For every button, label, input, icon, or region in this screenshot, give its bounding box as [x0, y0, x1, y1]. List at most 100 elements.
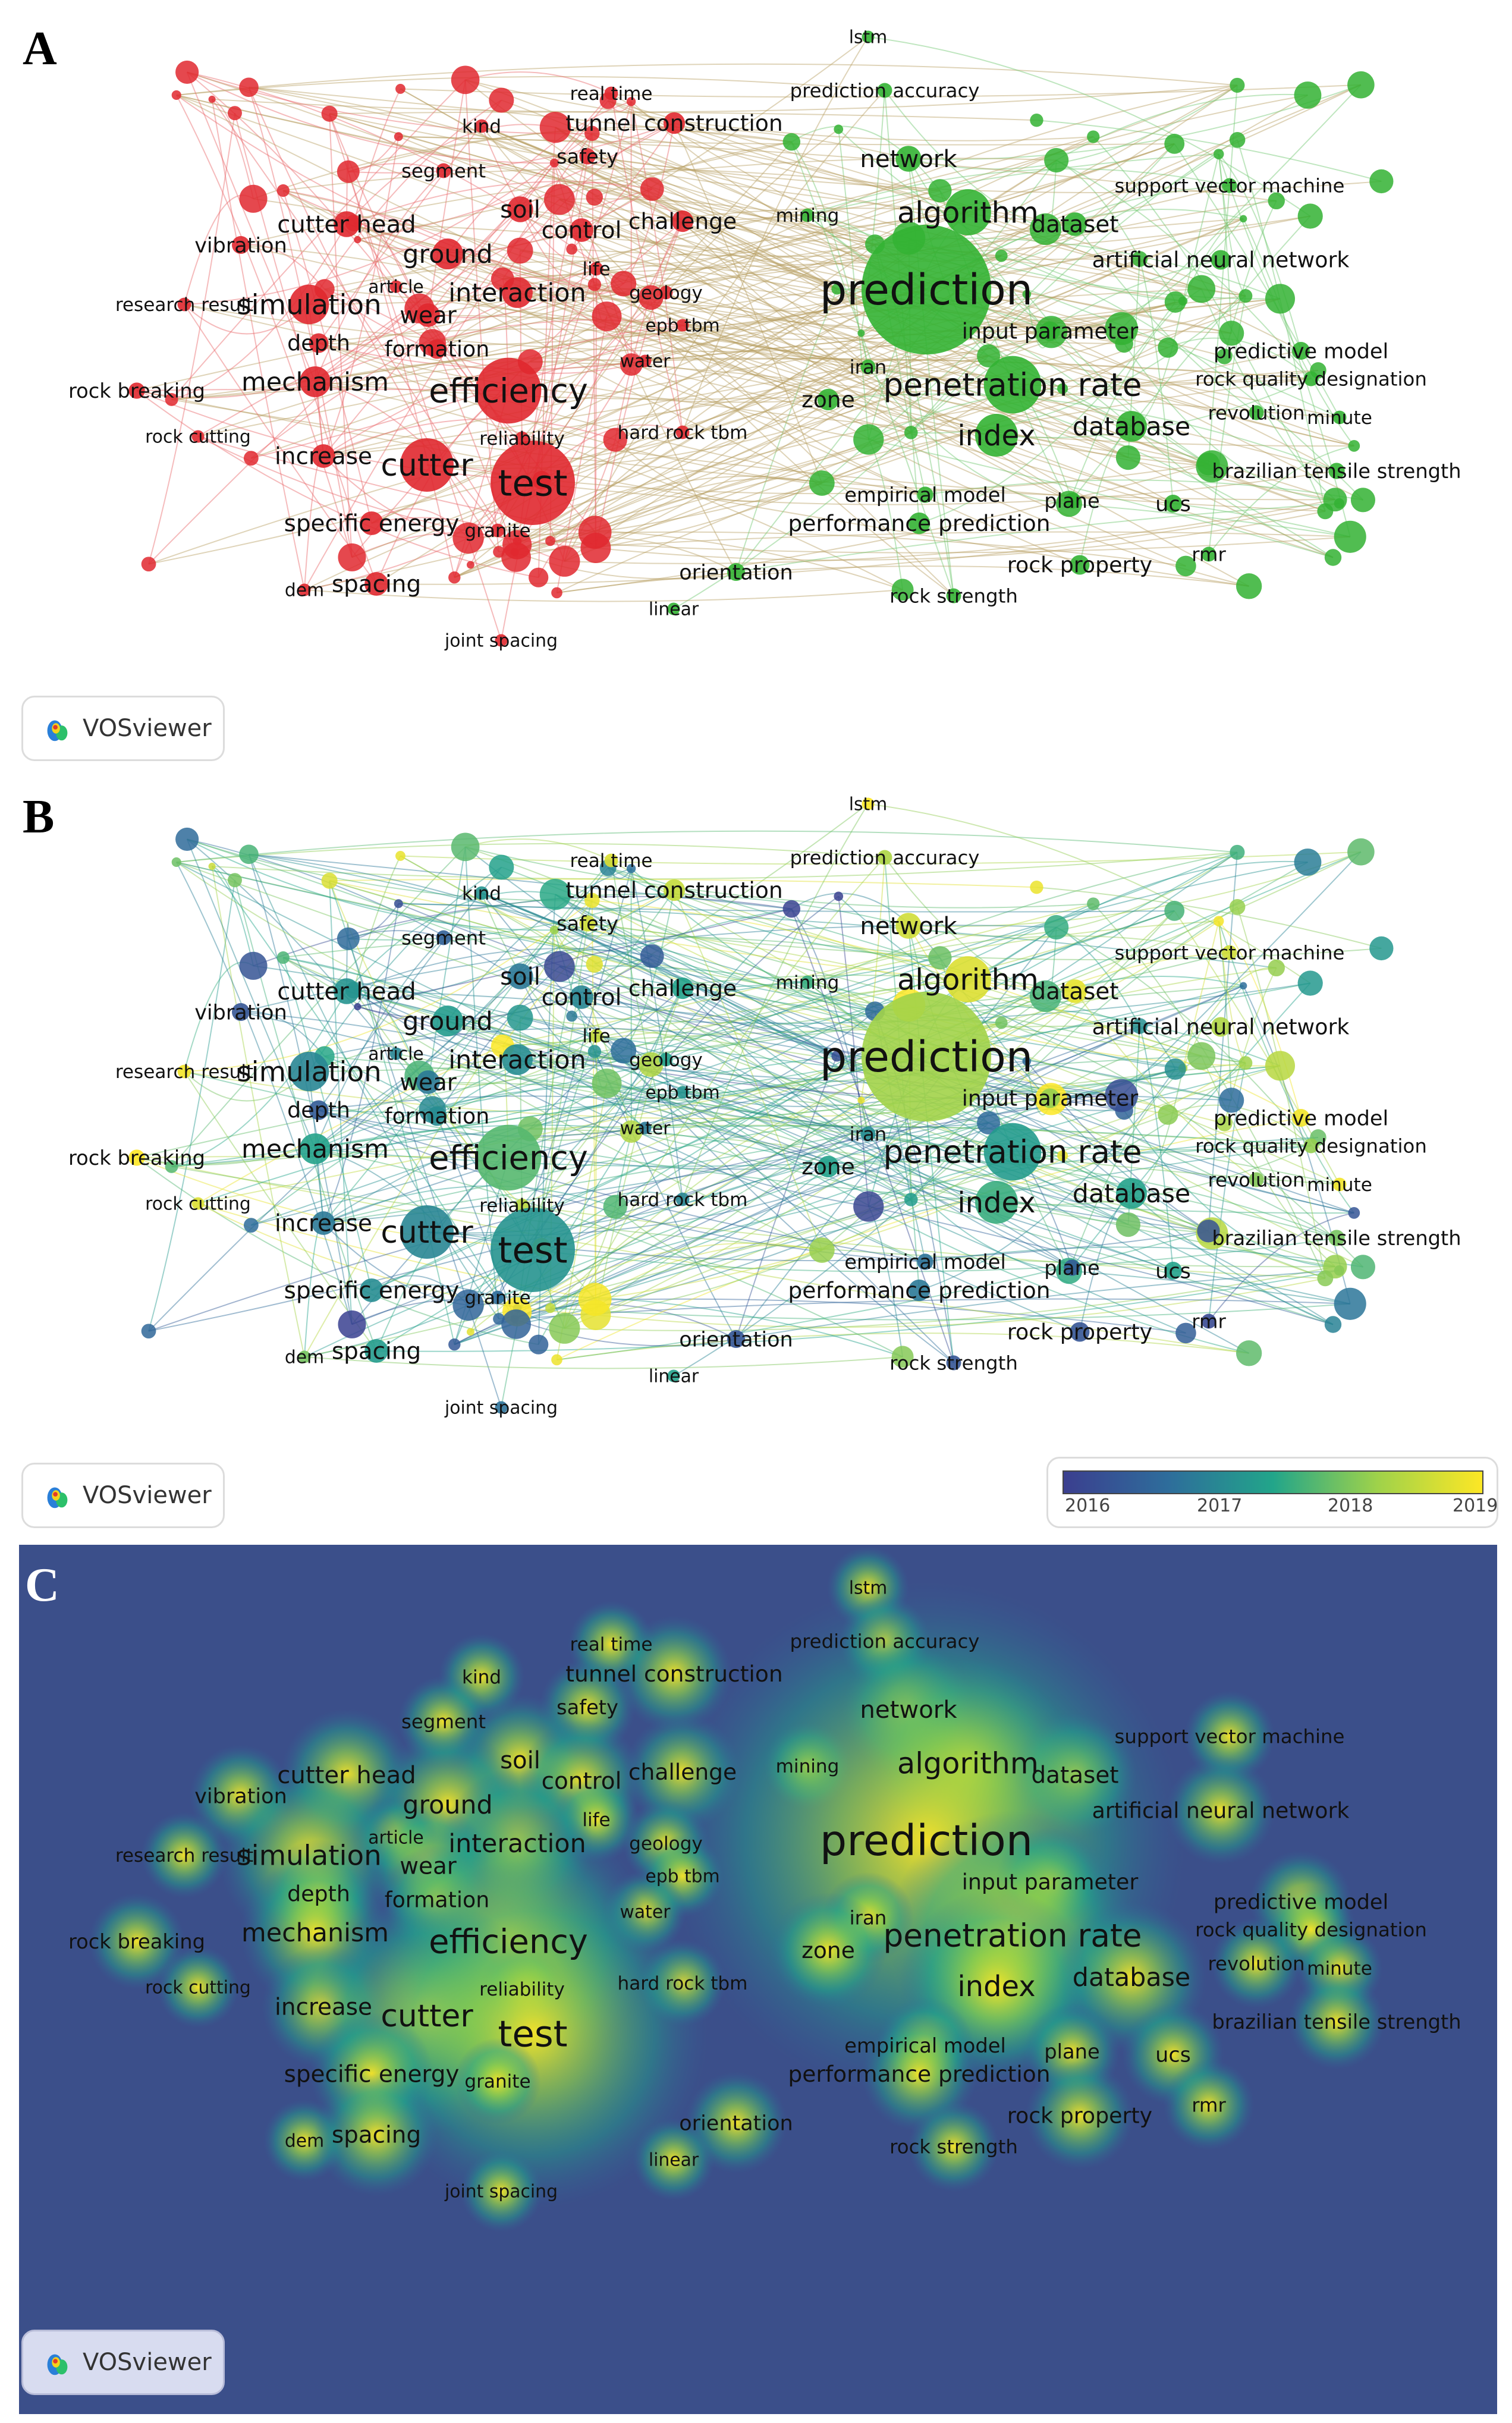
node-unlabeled[interactable]: [1347, 71, 1375, 99]
node-unlabeled[interactable]: [857, 329, 865, 337]
node-unlabeled[interactable]: [549, 546, 580, 577]
node-unlabeled[interactable]: [1369, 169, 1393, 193]
node-unlabeled[interactable]: [904, 1193, 918, 1206]
node-unlabeled[interactable]: [1265, 284, 1295, 313]
node-unlabeled[interactable]: [1230, 78, 1244, 93]
node-unlabeled[interactable]: [579, 516, 612, 549]
node-unlabeled[interactable]: [995, 250, 1008, 262]
node-unlabeled[interactable]: [586, 188, 603, 205]
node-unlabeled[interactable]: [592, 1068, 622, 1098]
node-unlabeled[interactable]: [1334, 1288, 1366, 1320]
node-unlabeled[interactable]: [853, 1191, 884, 1221]
node-unlabeled[interactable]: [467, 1328, 474, 1335]
node-unlabeled[interactable]: [640, 944, 664, 968]
node-unlabeled[interactable]: [529, 568, 548, 587]
node-unlabeled[interactable]: [834, 892, 843, 901]
node-unlabeled[interactable]: [172, 90, 181, 100]
node-unlabeled[interactable]: [1116, 445, 1140, 470]
node-unlabeled[interactable]: [853, 424, 884, 454]
node-unlabeled[interactable]: [172, 857, 181, 867]
node-unlabeled[interactable]: [507, 238, 533, 264]
node-unlabeled[interactable]: [338, 543, 366, 571]
node-unlabeled[interactable]: [586, 956, 603, 972]
node-unlabeled[interactable]: [544, 951, 575, 982]
node-unlabeled[interactable]: [501, 542, 531, 572]
node-unlabeled[interactable]: [1236, 573, 1262, 599]
node-unlabeled[interactable]: [337, 928, 360, 950]
node-unlabeled[interactable]: [489, 854, 514, 879]
node-unlabeled[interactable]: [142, 557, 156, 571]
node-unlabeled[interactable]: [1238, 289, 1252, 303]
node-unlabeled[interactable]: [592, 301, 622, 331]
node-unlabeled[interactable]: [551, 587, 562, 599]
node-unlabeled[interactable]: [228, 106, 242, 120]
node-unlabeled[interactable]: [1351, 488, 1375, 512]
node-unlabeled[interactable]: [1230, 899, 1246, 915]
node-unlabeled[interactable]: [322, 873, 338, 889]
vosviewer-badge-b[interactable]: VOSviewer: [21, 1463, 225, 1528]
node-unlabeled[interactable]: [451, 832, 480, 861]
node-unlabeled[interactable]: [1087, 130, 1099, 143]
node-unlabeled[interactable]: [1164, 901, 1184, 921]
node-unlabeled[interactable]: [1325, 1316, 1341, 1333]
node-unlabeled[interactable]: [175, 828, 199, 851]
vosviewer-badge-c[interactable]: VOSviewer: [21, 2330, 225, 2395]
node-unlabeled[interactable]: [1334, 521, 1366, 553]
node-unlabeled[interactable]: [1236, 1340, 1262, 1366]
node-unlabeled[interactable]: [549, 1313, 580, 1344]
node-unlabeled[interactable]: [545, 536, 555, 546]
node-unlabeled[interactable]: [228, 873, 242, 887]
node-unlabeled[interactable]: [1116, 1212, 1140, 1237]
node-unlabeled[interactable]: [1317, 503, 1333, 519]
node-unlabeled[interactable]: [1087, 897, 1099, 910]
node-unlabeled[interactable]: [809, 470, 835, 496]
node-unlabeled[interactable]: [1265, 1051, 1295, 1080]
node-unlabeled[interactable]: [1030, 114, 1043, 127]
node-unlabeled[interactable]: [451, 65, 480, 94]
node-unlabeled[interactable]: [507, 1005, 533, 1031]
node-unlabeled[interactable]: [1187, 275, 1215, 303]
node-unlabeled[interactable]: [1317, 1270, 1333, 1286]
node-unlabeled[interactable]: [1230, 845, 1244, 860]
node-unlabeled[interactable]: [904, 426, 918, 439]
node-unlabeled[interactable]: [1298, 203, 1323, 228]
node-unlabeled[interactable]: [1298, 970, 1323, 995]
node-unlabeled[interactable]: [566, 1011, 577, 1022]
node-unlabeled[interactable]: [1214, 916, 1224, 926]
node-unlabeled[interactable]: [394, 899, 403, 908]
node-unlabeled[interactable]: [1348, 1207, 1360, 1219]
node-unlabeled[interactable]: [448, 1338, 460, 1350]
node-unlabeled[interactable]: [640, 177, 664, 201]
node-unlabeled[interactable]: [809, 1237, 835, 1263]
node-unlabeled[interactable]: [1187, 1042, 1215, 1070]
node-unlabeled[interactable]: [239, 185, 267, 213]
node-unlabeled[interactable]: [1240, 215, 1247, 222]
node-unlabeled[interactable]: [277, 184, 290, 197]
node-unlabeled[interactable]: [783, 133, 800, 150]
node-unlabeled[interactable]: [1240, 982, 1247, 989]
node-unlabeled[interactable]: [489, 87, 514, 112]
node-unlabeled[interactable]: [142, 1324, 156, 1338]
node-unlabeled[interactable]: [338, 1311, 366, 1338]
node-unlabeled[interactable]: [1044, 915, 1068, 939]
node-unlabeled[interactable]: [1044, 148, 1068, 172]
node-unlabeled[interactable]: [566, 244, 577, 255]
node-unlabeled[interactable]: [322, 106, 338, 122]
node-unlabeled[interactable]: [545, 1303, 555, 1313]
vosviewer-badge-a[interactable]: VOSviewer: [21, 696, 225, 761]
node-unlabeled[interactable]: [175, 61, 199, 84]
node-unlabeled[interactable]: [1347, 838, 1375, 866]
node-unlabeled[interactable]: [1230, 132, 1246, 148]
node-unlabeled[interactable]: [244, 1218, 259, 1233]
node-unlabeled[interactable]: [1351, 1255, 1375, 1279]
node-unlabeled[interactable]: [1294, 848, 1322, 876]
node-unlabeled[interactable]: [448, 571, 460, 583]
node-unlabeled[interactable]: [277, 951, 290, 964]
node-unlabeled[interactable]: [395, 851, 405, 861]
node-unlabeled[interactable]: [209, 96, 216, 103]
node-unlabeled[interactable]: [239, 77, 259, 97]
node-unlabeled[interactable]: [1030, 881, 1043, 894]
node-unlabeled[interactable]: [857, 1096, 865, 1104]
node-unlabeled[interactable]: [834, 125, 843, 134]
node-unlabeled[interactable]: [783, 900, 800, 917]
